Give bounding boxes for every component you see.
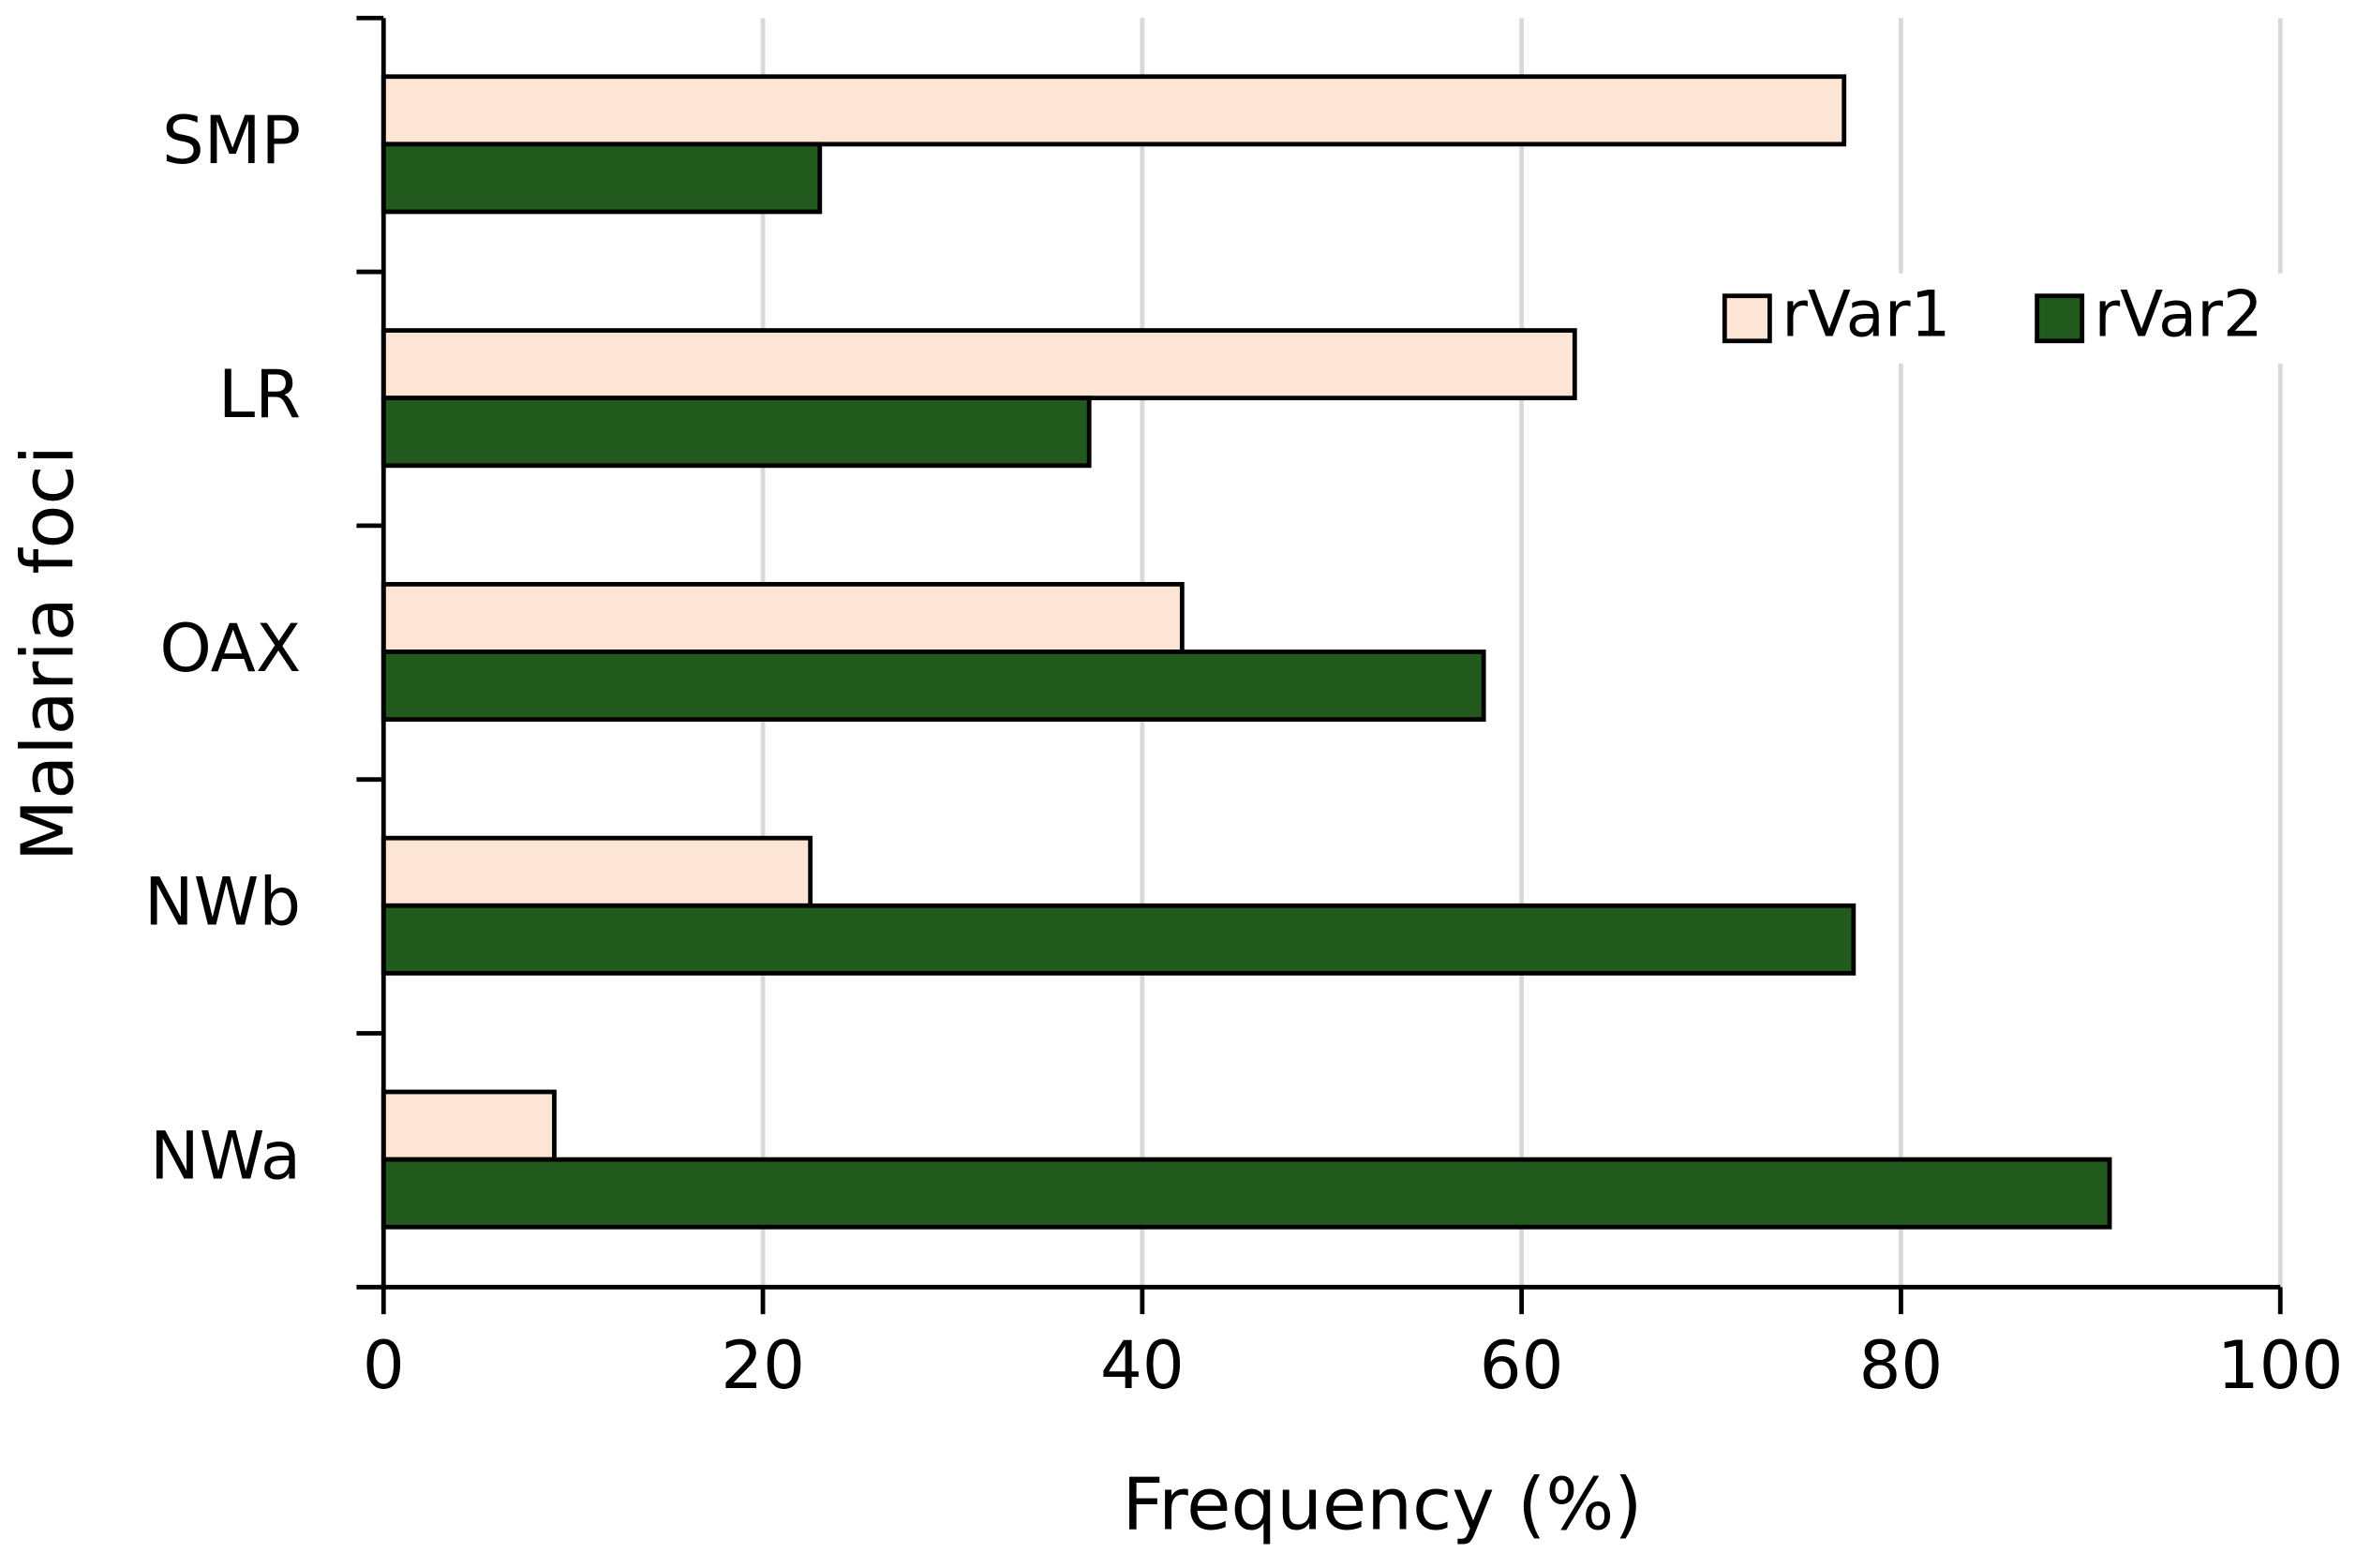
bar	[380, 396, 1092, 469]
x-tick-label: 100	[2217, 1327, 2344, 1404]
y-axis-title: Malaria foci	[7, 445, 91, 861]
bar	[380, 142, 823, 215]
y-tick-label: NWa	[150, 1117, 301, 1194]
bar	[380, 1157, 2112, 1230]
y-tick-label: LR	[218, 356, 301, 433]
legend-label: rVar1	[1782, 277, 1950, 351]
y-tick-label: NWb	[144, 864, 301, 941]
bar	[380, 1089, 557, 1162]
bar	[380, 74, 1847, 147]
bar	[380, 581, 1185, 654]
bar	[380, 903, 1856, 976]
legend-swatch	[1722, 293, 1772, 344]
legend-label: rVar2	[2095, 277, 2263, 351]
legend-background	[1712, 273, 2314, 364]
y-tick-label: OAX	[159, 610, 301, 687]
bar	[380, 835, 813, 908]
x-tick-label: 20	[721, 1327, 805, 1404]
x-tick-label: 40	[1100, 1327, 1185, 1404]
x-tick-label: 60	[1480, 1327, 1564, 1404]
bar	[380, 328, 1577, 401]
bar	[380, 650, 1486, 722]
x-axis-title: Frequency (%)	[1123, 1463, 1643, 1546]
x-tick-label: 80	[1859, 1327, 1944, 1404]
x-tick-label: 0	[363, 1327, 405, 1404]
legend-swatch	[2035, 293, 2085, 344]
y-tick-label: SMP	[162, 102, 301, 179]
